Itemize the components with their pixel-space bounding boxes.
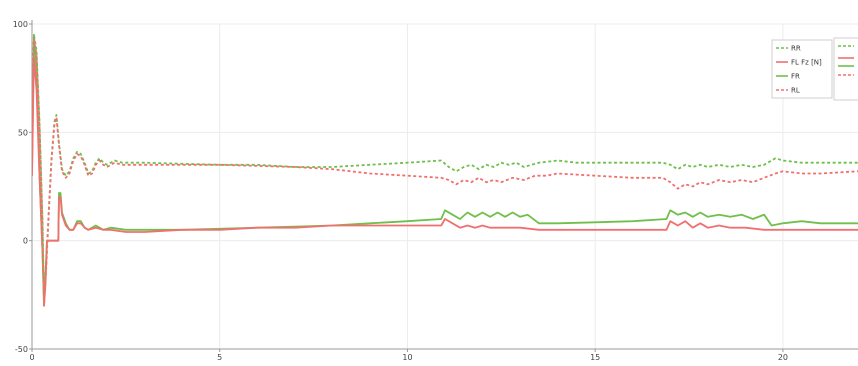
legend-label: FR: [791, 73, 800, 81]
x-tick-label: 15: [590, 353, 600, 362]
y-tick-label: 50: [18, 128, 28, 137]
legend-label: RR: [791, 45, 801, 53]
x-tick-label: 20: [778, 353, 788, 362]
legend: RR FL Fz [N] FR RL: [771, 37, 858, 101]
y-tick-label: -50: [15, 345, 28, 354]
legend-label: RL: [791, 87, 800, 95]
legend-box-secondary: [833, 37, 858, 101]
series-line-rl: [32, 38, 858, 307]
legend-box: [771, 39, 833, 99]
y-tick-label: 100: [13, 20, 28, 29]
grid-lines: [31, 23, 858, 350]
series-line-fl-fz-n: [32, 55, 858, 307]
legend-label: FL Fz [N]: [791, 59, 822, 67]
series-line-rr: [32, 33, 858, 303]
x-tick-label: 5: [217, 353, 222, 362]
x-tick-label: 10: [402, 353, 412, 362]
x-tick-label: 0: [29, 353, 34, 362]
y-tick-label: 0: [23, 237, 28, 246]
series-layer: [32, 33, 858, 307]
series-line-fr: [32, 33, 858, 303]
